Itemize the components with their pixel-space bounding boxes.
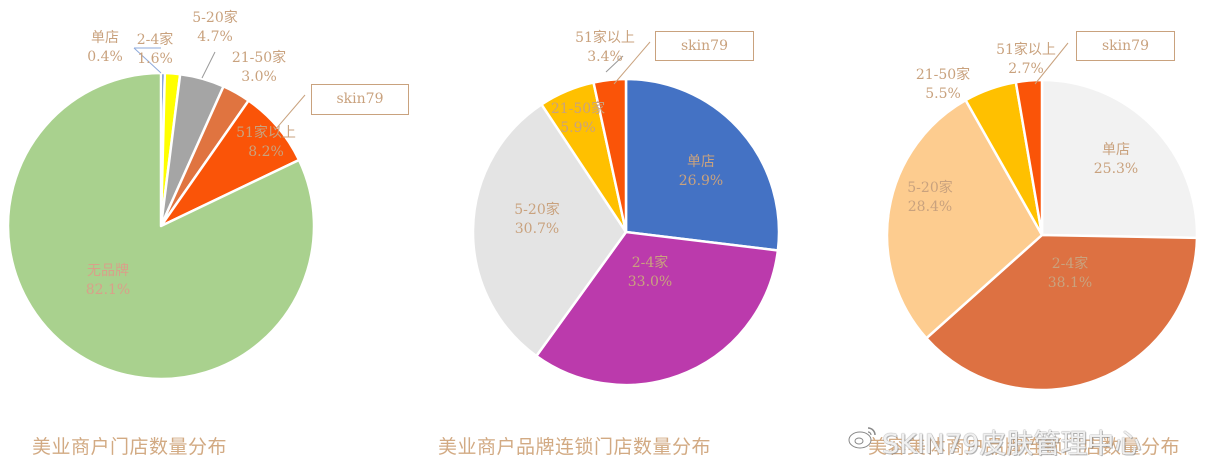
chart-title: 美业商户门店数量分布 xyxy=(32,436,228,458)
slice-label-5-20: 5-20家 28.4% xyxy=(907,180,953,215)
slice-label-2-4: 2-4家 38.1% xyxy=(1047,256,1093,291)
slice-label-51-plus: 51家以上 8.2% xyxy=(236,125,296,160)
pie-slice xyxy=(535,230,780,387)
pie-chart-2-graphic xyxy=(471,41,781,387)
weibo-logo-icon xyxy=(848,427,876,449)
pie-chart-1-graphic xyxy=(6,47,316,381)
slice-label-5-20: 5-20家 4.7% xyxy=(192,10,238,45)
pie-slice xyxy=(592,77,628,234)
pie-chart-brand-chain-store-count: 51家以上 3.4% 21-50家 5.9% 单店 26.9% 5-20家 30.7% … xyxy=(430,0,810,465)
pie-chart-3-graphic xyxy=(885,42,1199,392)
pie-slice xyxy=(1014,78,1044,237)
slice-label-21-50: 21-50家 5.5% xyxy=(915,67,971,102)
brand-box-skin79: skin79 xyxy=(1076,31,1175,61)
pie-slice xyxy=(624,77,781,252)
slice-label-2-4: 2-4家 1.6% xyxy=(136,32,174,67)
pie-chart-beauty-body-chain-store-count: 51家以上 2.7% 21-50家 5.5% 单店 25.3% 5-20家 28.4% … xyxy=(850,0,1221,465)
pie-slice xyxy=(471,103,628,358)
watermark-text: SKIN79皮肤管理中心 xyxy=(882,429,1142,460)
brand-box-skin79: skin79 xyxy=(655,31,754,61)
pie-slice xyxy=(885,98,1044,340)
chart-title: 美业商户品牌连锁门店数量分布 xyxy=(438,436,712,458)
pie-slice xyxy=(1040,78,1199,240)
slice-label-51-plus: 51家以上 3.4% xyxy=(575,30,635,65)
pie-chart-store-count: 单店 0.4% 2-4家 1.6% 5-20家 4.7% 21-50家 3.0% 51家… xyxy=(0,0,420,465)
pie-slice xyxy=(925,233,1199,392)
slice-label-single-store: 单店 0.4% xyxy=(87,30,123,65)
chart-title: 美容美体商户品牌连锁门店数量分布 xyxy=(868,436,1181,458)
slice-label-51-plus: 51家以上 2.7% xyxy=(996,42,1056,77)
slice-label-2-4: 2-4家 33.0% xyxy=(627,255,673,290)
slice-label-single-store: 单店 26.9% xyxy=(678,154,724,189)
brand-box-skin79: skin79 xyxy=(311,84,409,115)
slice-label-21-50: 21-50家 3.0% xyxy=(231,50,287,85)
slice-label-5-20: 5-20家 30.7% xyxy=(514,202,560,237)
slice-label-21-50: 21-50家 5.9% xyxy=(550,101,606,136)
pie-slice xyxy=(6,71,316,381)
slice-label-single-store: 单店 25.3% xyxy=(1093,142,1139,177)
slice-label-no-brand: 无品牌 82.1% xyxy=(85,263,131,298)
